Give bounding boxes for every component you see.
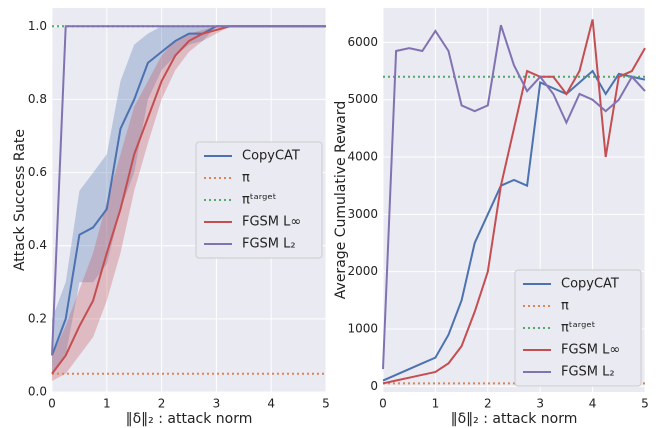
legend-box (514, 269, 642, 387)
x-axis-label: ‖δ‖₂ : attack norm (451, 411, 578, 427)
legend-label: FGSM L₂ (561, 365, 615, 380)
series-line (51, 25, 326, 356)
y-tick-label: 0.6 (28, 165, 47, 179)
y-tick-label: 6000 (347, 35, 378, 49)
legend-label: π (242, 171, 250, 186)
confidence-band (52, 26, 326, 374)
x-tick-label: 1 (432, 397, 440, 411)
y-tick-label: 2000 (347, 264, 378, 278)
x-tick-label: 1 (103, 397, 111, 411)
x-tick-label: 0 (48, 397, 56, 411)
series-line (382, 69, 646, 382)
x-tick-label: 2 (158, 397, 166, 411)
y-axis-label: Attack Success Rate (12, 129, 28, 271)
legend-label: π (561, 299, 569, 314)
x-tick-label: 3 (213, 397, 221, 411)
legend-label: CopyCAT (242, 149, 300, 164)
x-tick-label: 2 (484, 397, 492, 411)
series-line (382, 19, 646, 385)
x-tick-label: 0 (379, 397, 387, 411)
legend-box (195, 141, 323, 259)
x-tick-label: 3 (536, 397, 544, 411)
x-tick-label: 5 (641, 397, 649, 411)
y-tick-label: 0 (370, 379, 378, 393)
series-line (382, 24, 646, 370)
x-tick-label: 4 (589, 397, 597, 411)
x-axis-label: ‖δ‖₂ : attack norm (126, 411, 253, 427)
y-tick-label: 0.8 (28, 92, 47, 106)
y-tick-label: 0.2 (28, 311, 47, 325)
legend-label: πᵗᵃʳᵍᵉᵗ (242, 193, 277, 208)
legend-label: CopyCAT (561, 277, 619, 292)
legend-label: FGSM L₂ (242, 237, 296, 252)
y-tick-label: 0.0 (28, 385, 47, 399)
y-tick-label: 1.0 (28, 19, 47, 33)
y-tick-label: 3000 (347, 207, 378, 221)
legend-label: πᵗᵃʳᵍᵉᵗ (561, 321, 596, 336)
y-axis-label: Average Cumulative Reward (333, 101, 349, 299)
x-tick-label: 5 (322, 397, 330, 411)
y-tick-label: 5000 (347, 92, 378, 106)
legend-label: FGSM L∞ (561, 343, 620, 358)
y-tick-label: 4000 (347, 150, 378, 164)
y-tick-label: 1000 (347, 321, 378, 335)
x-tick-label: 4 (267, 397, 275, 411)
y-tick-label: 0.4 (28, 238, 47, 252)
legend-label: FGSM L∞ (242, 215, 301, 230)
